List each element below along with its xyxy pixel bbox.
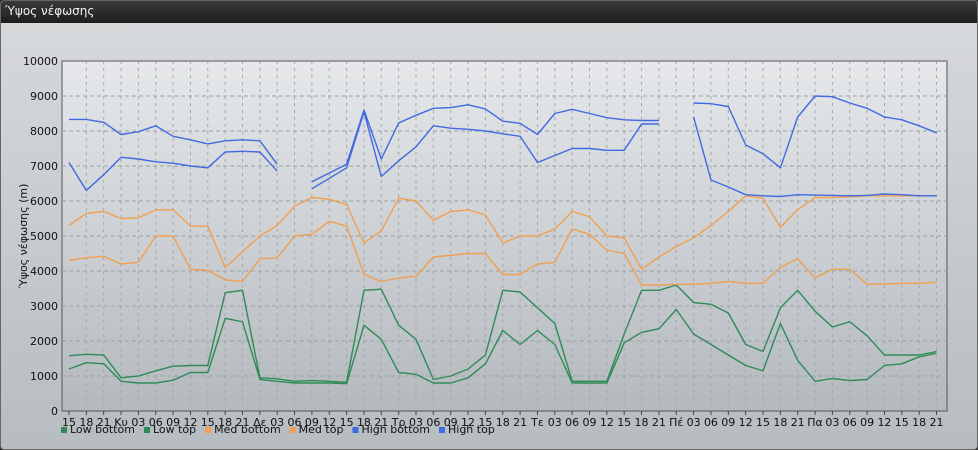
x-tick-label: 12 xyxy=(322,416,336,429)
y-tick-label: 0 xyxy=(51,405,58,418)
x-tick-label: 09 xyxy=(166,416,180,429)
y-tick-label: 9000 xyxy=(30,90,58,103)
x-tick-label: 21 xyxy=(97,416,111,429)
x-tick-label: Κυ xyxy=(114,416,128,429)
x-tick-labels: 15 18 21 Κυ 03 06 09 12 15 18 21 Δε 03 06 09 12 15 18 21 Τρ… xyxy=(62,411,944,429)
x-tick-label: 21 xyxy=(791,416,805,429)
x-tick-label: 21 xyxy=(374,416,388,429)
y-tick-label: 7000 xyxy=(30,160,58,173)
x-tick-label: 18 xyxy=(912,416,926,429)
x-tick-label: Πέ xyxy=(669,416,683,429)
x-tick-label: 03 xyxy=(687,416,701,429)
x-tick-label: 18 xyxy=(773,416,787,429)
y-tick-label: 8000 xyxy=(30,125,58,138)
x-tick-label: 03 xyxy=(548,416,562,429)
x-tick-label: Πα xyxy=(807,416,823,429)
cloud-height-chart: 0 1000 2000 3000 4000 5000 6000 7000 8000 9000 100… xyxy=(17,55,948,436)
legend: Low bottom Low top Med bottom Med top High b… xyxy=(61,423,495,436)
x-tick-label: 12 xyxy=(183,416,197,429)
x-tick-label: 12 xyxy=(461,416,475,429)
x-tick-label: 15 xyxy=(895,416,909,429)
legend-swatch xyxy=(205,427,212,433)
x-tick-label: 15 xyxy=(340,416,354,429)
x-tick-label: 18 xyxy=(357,416,371,429)
x-tick-label: 18 xyxy=(218,416,232,429)
legend-label: High top xyxy=(448,423,495,436)
x-tick-label: 18 xyxy=(79,416,93,429)
x-tick-label: 09 xyxy=(444,416,458,429)
series-line-3 xyxy=(68,195,937,270)
y-axis-label: Ύψος νέφωσης (m) xyxy=(17,184,30,290)
series-line-0 xyxy=(68,308,937,385)
x-tick-label: 21 xyxy=(236,416,250,429)
x-tick-label: 18 xyxy=(496,416,510,429)
x-tick-label: 15 xyxy=(201,416,215,429)
x-tick-label: 09 xyxy=(721,416,735,429)
x-tick-label: 15 xyxy=(617,416,631,429)
legend-label: Med top xyxy=(299,423,344,436)
x-tick-label: 15 xyxy=(756,416,770,429)
series-line-4 xyxy=(68,111,937,198)
x-tick-label: 03 xyxy=(409,416,423,429)
legend-swatch xyxy=(143,427,150,433)
y-tick-label: 10000 xyxy=(23,55,58,68)
legend-label: Med bottom xyxy=(214,423,281,436)
legend-swatch xyxy=(352,427,359,433)
legend-label: Low top xyxy=(153,423,196,436)
series-line-1 xyxy=(68,284,937,383)
x-tick-label: Δε xyxy=(253,416,267,429)
legend-swatch xyxy=(439,427,445,433)
x-tick-label: Τρ xyxy=(391,416,406,429)
x-tick-label: 06 xyxy=(288,416,302,429)
x-tick-label: 06 xyxy=(149,416,163,429)
y-tick-label: 1000 xyxy=(30,370,58,383)
x-tick-label: 06 xyxy=(426,416,440,429)
grid xyxy=(62,61,947,411)
x-tick-label: 06 xyxy=(843,416,857,429)
x-tick-label: 15 xyxy=(62,416,76,429)
x-tick-label: 09 xyxy=(860,416,874,429)
series-line-2 xyxy=(68,220,937,286)
x-tick-label: 15 xyxy=(478,416,492,429)
x-tick-label: 03 xyxy=(270,416,284,429)
legend-label: Low bottom xyxy=(70,423,135,436)
y-tick-label: 4000 xyxy=(30,265,58,278)
y-tick-label: 3000 xyxy=(30,300,58,313)
x-tick-label: 09 xyxy=(305,416,319,429)
title-bar: Ύψος νέφωσης xyxy=(1,1,977,23)
x-tick-label: 03 xyxy=(131,416,145,429)
x-tick-label: 03 xyxy=(825,416,839,429)
x-tick-label: 09 xyxy=(583,416,597,429)
legend-swatch xyxy=(61,427,67,433)
y-tick-labels: 0 1000 2000 3000 4000 5000 6000 7000 8000 9000 100… xyxy=(23,55,58,418)
x-tick-label: 12 xyxy=(877,416,891,429)
x-tick-label: 06 xyxy=(565,416,579,429)
window-title: Ύψος νέφωσης xyxy=(5,4,95,18)
x-tick-label: 21 xyxy=(513,416,527,429)
y-tick-label: 2000 xyxy=(30,335,58,348)
series-lines xyxy=(68,95,937,385)
x-tick-label: 12 xyxy=(739,416,753,429)
x-tick-label: Τε xyxy=(530,416,544,429)
series-line-5 xyxy=(69,95,937,183)
y-tick-label: 6000 xyxy=(30,195,58,208)
x-tick-label: 21 xyxy=(652,416,666,429)
legend-swatch xyxy=(289,427,296,433)
legend-label: High bottom xyxy=(361,423,430,436)
x-tick-label: 06 xyxy=(704,416,718,429)
x-tick-label: 21 xyxy=(930,416,944,429)
x-tick-label: 18 xyxy=(635,416,649,429)
x-tick-label: 12 xyxy=(600,416,614,429)
y-tick-label: 5000 xyxy=(30,230,58,243)
